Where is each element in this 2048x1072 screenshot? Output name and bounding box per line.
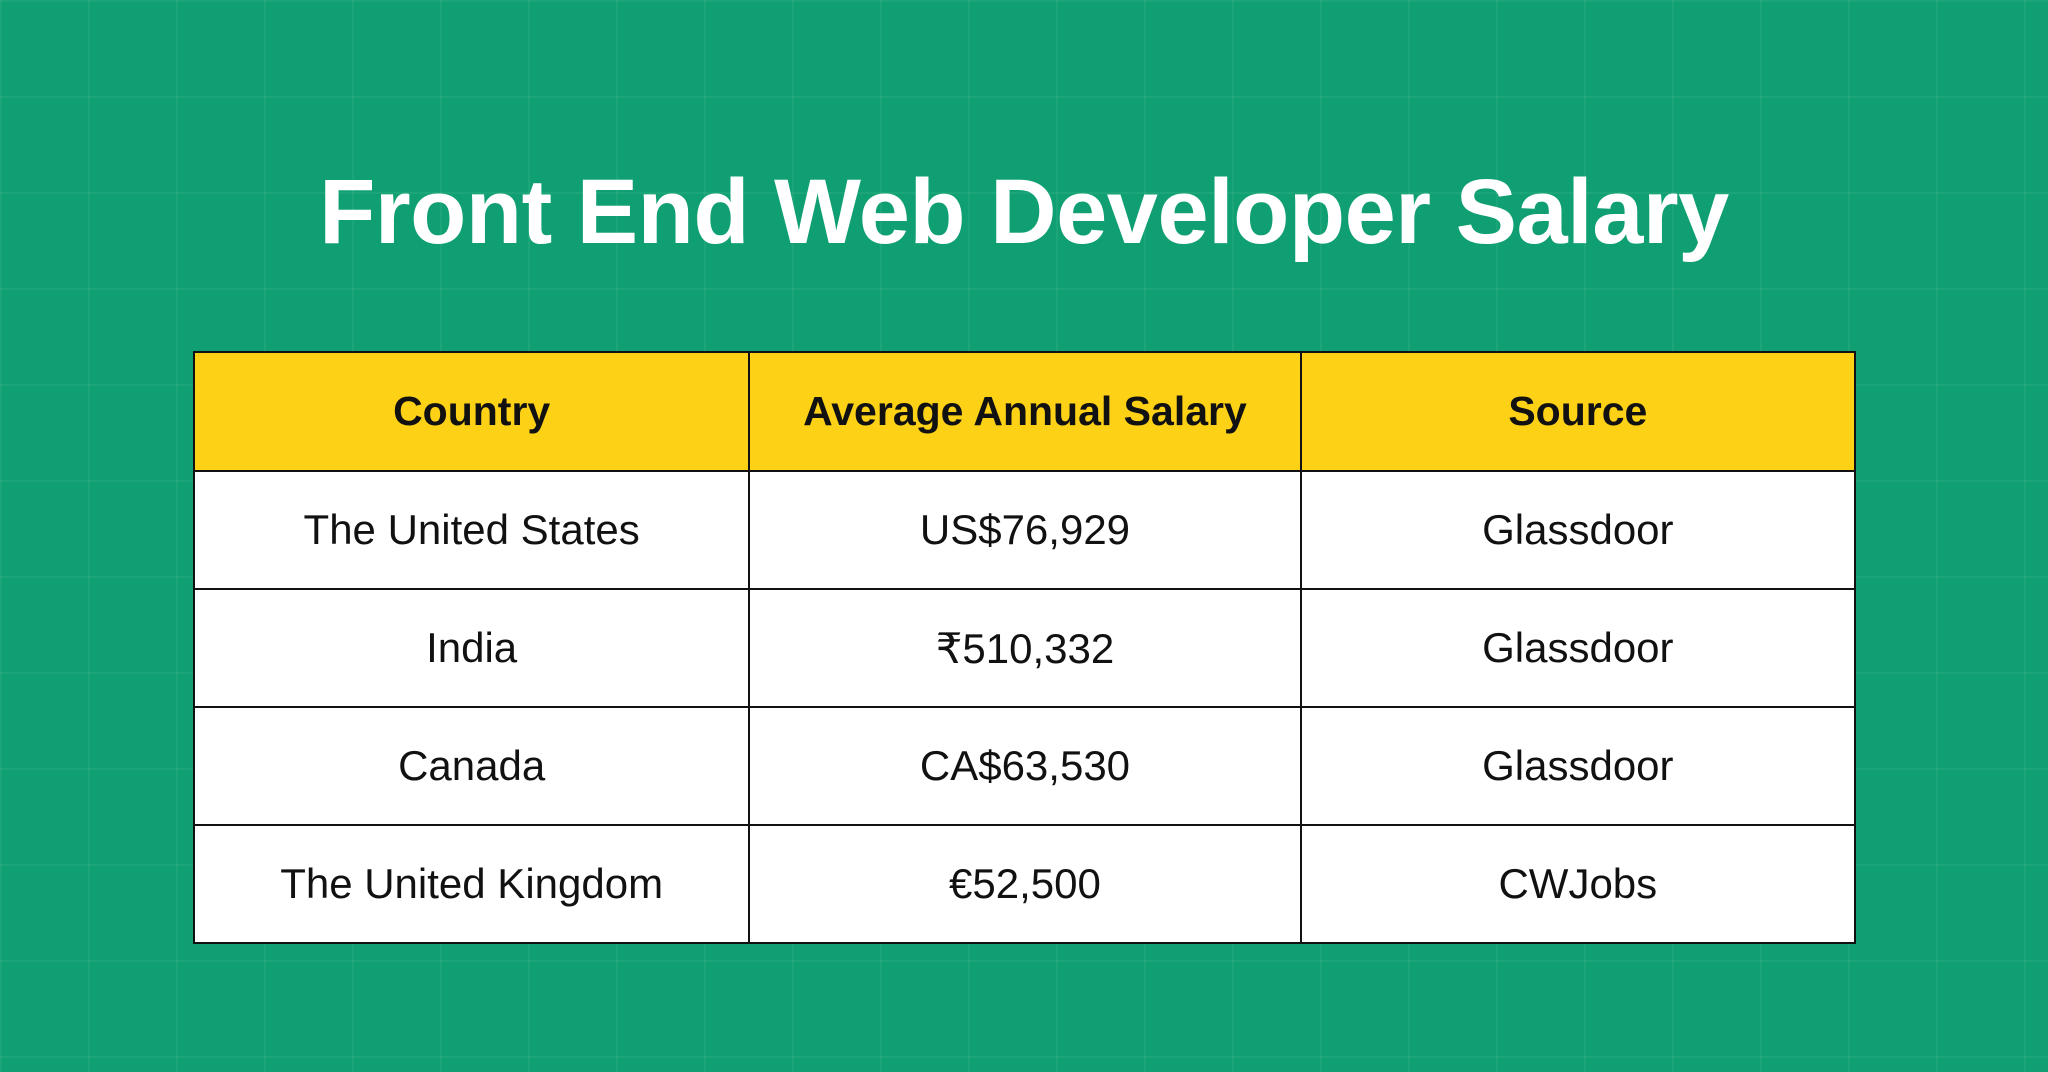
table-header-row: Country Average Annual Salary Source	[192, 351, 1857, 472]
cell-salary: CA$63,530	[748, 706, 1302, 826]
cell-source: Glassdoor	[1299, 588, 1857, 708]
table-row: Canada CA$63,530 Glassdoor	[192, 706, 1857, 826]
page-title: Front End Web Developer Salary	[319, 161, 1729, 263]
cell-country: The United States	[192, 470, 751, 590]
table-row: The United Kingdom €52,500 CWJobs	[192, 824, 1857, 944]
table-row: The United States US$76,929 Glassdoor	[192, 470, 1857, 590]
cell-source: Glassdoor	[1299, 470, 1857, 590]
cell-country: India	[192, 588, 751, 708]
cell-country: The United Kingdom	[192, 824, 751, 944]
salary-table: Country Average Annual Salary Source The…	[192, 351, 1857, 944]
header-country: Country	[192, 351, 751, 472]
header-source: Source	[1299, 351, 1857, 472]
cell-salary: ₹510,332	[748, 588, 1302, 708]
cell-source: Glassdoor	[1299, 706, 1857, 826]
cell-source: CWJobs	[1299, 824, 1857, 944]
cell-salary: US$76,929	[748, 470, 1302, 590]
cell-country: Canada	[192, 706, 751, 826]
cell-salary: €52,500	[748, 824, 1302, 944]
table-row: India ₹510,332 Glassdoor	[192, 588, 1857, 708]
header-salary: Average Annual Salary	[748, 351, 1302, 472]
